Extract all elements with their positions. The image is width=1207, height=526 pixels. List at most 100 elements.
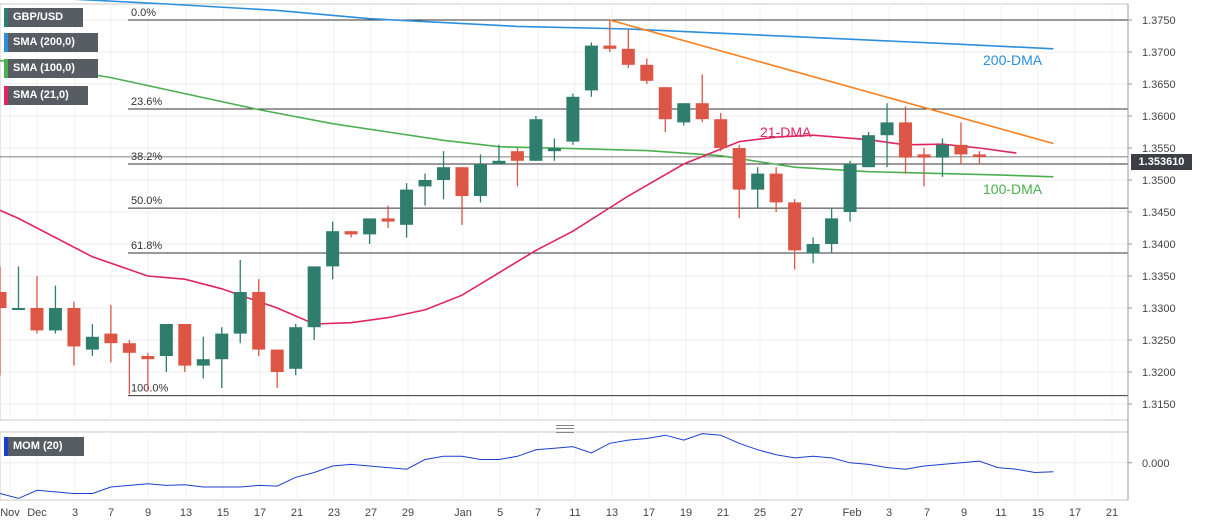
candle-body (455, 167, 469, 196)
fibonacci-level-label: 23.6% (131, 96, 162, 108)
candle (455, 167, 469, 225)
legend-mom-swatch (4, 437, 8, 456)
candle-body (658, 87, 672, 120)
y-tick-label: 1.3500 (1142, 175, 1176, 187)
x-tick-label: 13 (606, 507, 618, 519)
candle (437, 151, 451, 200)
candle-body (640, 64, 654, 81)
candle-body (418, 180, 432, 187)
candle-body (122, 343, 136, 353)
legend-mom-label: MOM (20) (13, 440, 63, 452)
candle (806, 237, 820, 264)
candle (141, 352, 155, 392)
x-tick-label: 7 (108, 507, 114, 519)
x-tick-label: 15 (1032, 507, 1044, 519)
candle (492, 144, 506, 164)
candle-body (529, 119, 543, 161)
candle (935, 138, 949, 177)
fibonacci-level-label: 61.8% (131, 240, 162, 252)
x-tick-label: 15 (217, 507, 229, 519)
candle (178, 324, 192, 372)
candle (418, 173, 432, 206)
candle-body (289, 327, 303, 369)
ma-label-200-dma: 200-DMA (983, 52, 1043, 68)
resistance-trendline (609, 19, 1054, 145)
fibonacci-level-label: 50.0% (131, 195, 162, 207)
candle-body (67, 308, 81, 347)
momentum-y-tick-label: 0.000 (1142, 458, 1170, 470)
candle (473, 154, 487, 203)
x-tick-label: 17 (254, 507, 266, 519)
candle (363, 218, 377, 244)
legend-sma21-label: SMA (21,0) (13, 89, 69, 101)
candle (972, 151, 986, 164)
y-tick-label: 1.3600 (1142, 111, 1176, 123)
candle (769, 167, 783, 212)
candle (85, 324, 99, 356)
candle-body (233, 292, 247, 334)
fibonacci-level-label: 100.0% (131, 383, 169, 395)
x-tick-label: Feb (843, 507, 862, 519)
candle (344, 231, 358, 238)
candle-body (437, 167, 451, 180)
current-price-label: 1.353610 (1131, 154, 1192, 170)
x-tick-label: 11 (569, 507, 580, 519)
legend-sma200[interactable]: SMA (200,0) (4, 33, 98, 52)
candle (510, 148, 524, 187)
x-tick-label: 5 (497, 507, 503, 519)
candle-body (196, 359, 210, 366)
ma-label-100-dma: 100-DMA (983, 181, 1043, 197)
x-tick-label: 3 (72, 507, 78, 519)
momentum-line (0, 433, 1054, 499)
candle (104, 304, 118, 363)
fibonacci-level-label: 0.0% (131, 7, 156, 19)
ma-label-21-dma: 21-DMA (760, 124, 812, 140)
candle-body (30, 308, 44, 331)
x-tick-label: 27 (791, 507, 803, 519)
y-tick-label: 1.3350 (1142, 271, 1176, 283)
legend-mom[interactable]: MOM (20) (4, 437, 84, 456)
candle (400, 183, 414, 238)
candle-body (714, 119, 728, 148)
y-tick-label: 1.3400 (1142, 239, 1176, 251)
legend-sma21-swatch (4, 86, 8, 105)
candle-body (363, 218, 377, 235)
candle (751, 167, 765, 209)
x-tick-label: 27 (365, 507, 377, 519)
legend-sma21[interactable]: SMA (21,0) (4, 86, 88, 105)
candle (252, 279, 266, 356)
candle-body (917, 154, 931, 158)
candle (825, 208, 839, 254)
legend-symbol[interactable]: GBP/USD (4, 8, 83, 27)
candle (658, 87, 672, 132)
legend-sma100[interactable]: SMA (100,0) (4, 59, 98, 78)
candle (603, 20, 617, 52)
candle-body (621, 48, 635, 65)
candle (788, 199, 802, 270)
candle-body (584, 45, 598, 91)
candle (215, 327, 229, 388)
candle (233, 260, 247, 344)
candle-body (473, 164, 487, 196)
candle (695, 74, 709, 123)
x-tick-label: Dec (27, 507, 47, 519)
candle-body (862, 135, 876, 168)
candle (30, 276, 44, 334)
legend-sma200-label: SMA (200,0) (13, 36, 75, 48)
x-tick-label: Nov (0, 507, 20, 519)
candle-body (935, 144, 949, 158)
x-tick-label: 19 (680, 507, 692, 519)
candle-body (603, 45, 617, 49)
candle (48, 285, 62, 334)
x-tick-label: 3 (886, 507, 892, 519)
candle-body (270, 349, 284, 372)
candle (67, 301, 81, 366)
candle-body (972, 154, 986, 157)
candle (381, 205, 395, 228)
pane-resize-handle[interactable] (556, 425, 574, 433)
momentum-pane (0, 431, 1129, 501)
candle-body (252, 292, 266, 350)
y-tick-label: 1.3750 (1142, 15, 1176, 27)
candle-body (899, 122, 913, 158)
